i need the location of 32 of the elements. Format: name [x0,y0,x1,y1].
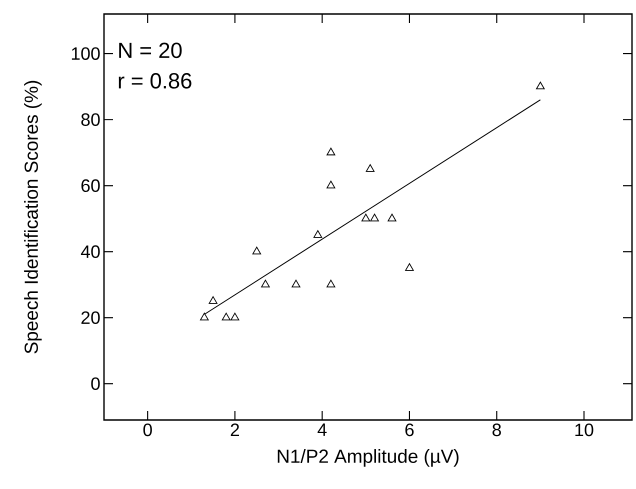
point [252,246,262,254]
point [326,180,336,188]
point [366,164,375,172]
annotation: N = 20 [119,42,182,58]
y-tick-label: 40 [80,245,100,258]
point [326,280,336,288]
x-axis-title: N1/P2 Amplitude (µV) [278,449,459,467]
y-tick-label: 0 [91,377,100,390]
y-tick-label: 100 [72,47,100,60]
annotation: r = 0.86 [118,73,192,89]
y-tick-label: 80 [81,113,100,126]
point [261,280,270,288]
point [536,82,545,90]
point [370,214,379,222]
y-tick-label: 60 [81,179,100,192]
y-tick-label: 20 [81,311,100,324]
point [222,312,231,320]
x-tick-label: 0 [143,424,152,436]
x-tick-label: 2 [230,424,239,436]
y-axis-title: Speech Identification Scores (%) [24,80,42,354]
x-tick-label: 8 [492,424,501,436]
x-tick-label: 6 [405,424,414,436]
point [405,263,414,271]
point [313,230,322,238]
point [230,312,240,320]
point [208,296,218,304]
point [326,148,336,156]
point [292,280,300,288]
point [388,214,396,222]
x-tick-label: 4 [318,424,327,436]
x-tick-label: 10 [575,424,594,436]
point [361,214,370,222]
